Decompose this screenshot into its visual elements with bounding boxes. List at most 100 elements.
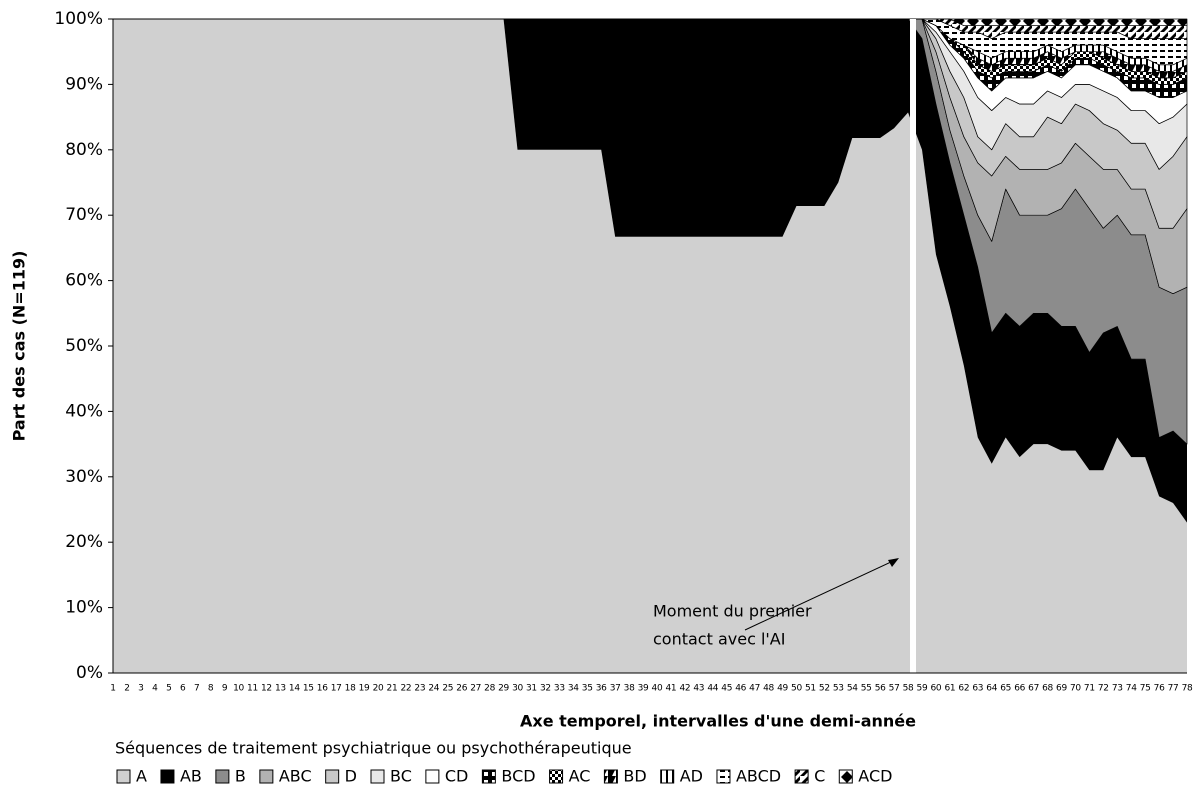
x-tick-label: 39	[638, 684, 649, 694]
x-tick-label: 12	[261, 684, 272, 694]
x-tick-label: 53	[833, 684, 844, 694]
x-tick-label: 3	[138, 684, 143, 694]
x-tick-label: 46	[735, 684, 746, 694]
x-tick-label: 43	[693, 684, 704, 694]
legend-swatch	[425, 769, 440, 784]
y-tick-label: 50%	[65, 336, 103, 356]
x-tick-label: 36	[596, 684, 607, 694]
x-tick-label: 28	[484, 684, 495, 694]
x-tick-label: 2	[124, 684, 129, 694]
legend-label: A	[136, 767, 147, 786]
x-tick-label: 29	[498, 684, 509, 694]
x-tick-label: 9	[222, 684, 228, 694]
legend: A AB B ABC D BC CD BCD AC BD AD ABCD C ACD	[116, 767, 892, 786]
contact-divider	[910, 19, 916, 673]
x-tick-label: 45	[721, 684, 732, 694]
x-tick-label: 22	[400, 684, 411, 694]
x-tick-label: 70	[1070, 684, 1081, 694]
x-tick-label: 61	[944, 684, 955, 694]
x-tick-label: 52	[819, 684, 830, 694]
legend-swatch	[160, 769, 175, 784]
x-tick-label: 7	[194, 684, 199, 694]
x-tick-label: 48	[763, 684, 774, 694]
annotation-arrowhead	[888, 558, 899, 567]
legend-label: BCD	[501, 767, 535, 786]
legend-swatch	[603, 769, 618, 784]
legend-swatch	[549, 769, 564, 784]
x-tick-label: 62	[958, 684, 969, 694]
annotation: Moment du premier	[653, 602, 812, 621]
legend-swatch	[370, 769, 385, 784]
x-tick-label: 25	[442, 684, 453, 694]
legend-label: ABC	[279, 767, 312, 786]
y-tick-label: 40%	[65, 401, 103, 421]
y-tick-label: 30%	[65, 467, 103, 487]
legend-swatch	[660, 769, 675, 784]
x-tick-label: 18	[345, 684, 356, 694]
legend-label: AC	[569, 767, 591, 786]
y-tick-label: 20%	[65, 532, 103, 552]
x-tick-label: 20	[373, 684, 384, 694]
x-tick-label: 15	[303, 684, 314, 694]
area	[112, 18, 1188, 26]
y-tick-label: 90%	[65, 74, 103, 94]
x-tick-label: 27	[470, 684, 481, 694]
legend-swatch	[325, 769, 340, 784]
x-tick-label: 69	[1056, 684, 1067, 694]
x-tick-label: 10	[233, 684, 244, 694]
x-tick-label: 74	[1126, 684, 1137, 694]
legend-title: Séquences de traitement psychiatrique ou…	[115, 739, 632, 758]
annotation: contact avec l'AI	[653, 630, 785, 649]
legend-label: BD	[623, 767, 646, 786]
x-tick-label: 56	[875, 684, 886, 694]
legend-swatch	[116, 769, 131, 784]
x-tick-label: 76	[1154, 684, 1165, 694]
legend-label: ACD	[858, 767, 892, 786]
legend-label: CD	[445, 767, 469, 786]
x-tick-label: 47	[749, 684, 760, 694]
x-tick-label: 23	[414, 684, 425, 694]
x-tick-label: 64	[986, 684, 997, 694]
x-tick-label: 50	[791, 684, 802, 694]
x-tick-label: 77	[1168, 684, 1179, 694]
x-tick-label: 55	[861, 684, 872, 694]
x-tick-label: 78	[1182, 684, 1193, 694]
x-tick-label: 13	[275, 684, 286, 694]
legend-label: B	[235, 767, 246, 786]
x-tick-label: 54	[847, 684, 858, 694]
x-tick-label: 37	[610, 684, 621, 694]
x-tick-label: 40	[652, 684, 663, 694]
x-tick-label: 65	[1000, 684, 1011, 694]
y-axis-title: Part des cas (N=119)	[10, 251, 29, 442]
y-tick-label: 60%	[65, 271, 103, 291]
legend-swatch	[838, 769, 853, 784]
x-tick-label: 75	[1140, 684, 1151, 694]
legend-swatch	[481, 769, 496, 784]
x-tick-label: 32	[540, 684, 551, 694]
y-tick-label: 80%	[65, 140, 103, 160]
x-tick-label: 17	[331, 684, 342, 694]
x-tick-label: 73	[1112, 684, 1123, 694]
legend-label: D	[345, 767, 357, 786]
x-tick-label: 26	[456, 684, 467, 694]
x-tick-label: 71	[1084, 684, 1095, 694]
x-tick-label: 11	[247, 684, 258, 694]
area	[113, 19, 1187, 673]
x-tick-label: 24	[428, 684, 439, 694]
legend-label: AB	[180, 767, 202, 786]
x-tick-label: 33	[554, 684, 565, 694]
x-tick-label: 44	[707, 684, 718, 694]
x-tick-label: 1	[110, 684, 115, 694]
x-tick-label: 8	[208, 684, 214, 694]
x-tick-label: 38	[624, 684, 635, 694]
y-tick-label: 0%	[76, 663, 103, 683]
x-tick-label: 35	[582, 684, 593, 694]
area	[113, 19, 1187, 523]
x-tick-label: 21	[387, 684, 398, 694]
x-tick-label: 14	[289, 684, 300, 694]
x-tick-label: 66	[1014, 684, 1025, 694]
x-tick-label: 68	[1042, 684, 1053, 694]
legend-swatch	[259, 769, 274, 784]
legend-swatch	[794, 769, 809, 784]
